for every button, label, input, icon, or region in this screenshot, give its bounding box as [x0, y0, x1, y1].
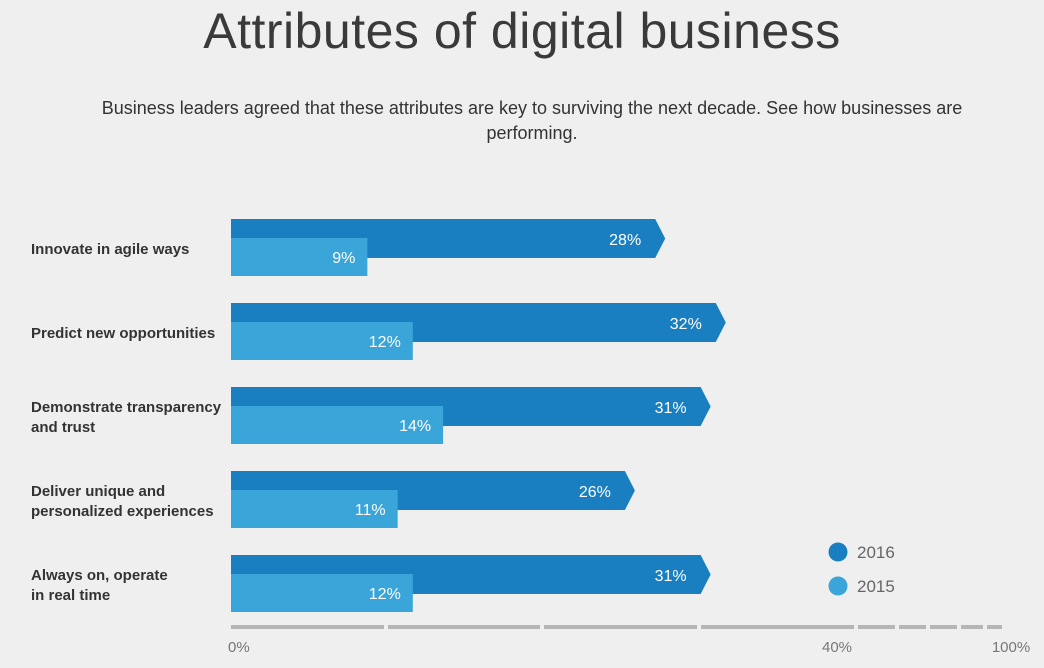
legend-swatch-2016 — [828, 542, 848, 562]
axis-segment-0 — [231, 625, 384, 629]
legend-label-2016: 2016 — [857, 543, 895, 562]
x-tick-label-2: 100% — [992, 639, 1030, 656]
category-label-2-1: and trust — [31, 419, 95, 436]
category-label-1-0: Predict new opportunities — [31, 325, 215, 342]
page-subtitle: Business leaders agreed that these attri… — [101, 98, 963, 143]
value-label-2015-4: 12% — [369, 586, 401, 603]
bar-2015-4 — [231, 574, 413, 612]
category-label-4-0: Always on, operate — [31, 567, 168, 584]
category-label-3-0: Deliver unique and — [31, 483, 165, 500]
bar-2015-1 — [231, 322, 413, 360]
value-label-2016-2: 31% — [655, 400, 687, 417]
category-label-0-0: Innovate in agile ways — [31, 241, 189, 258]
value-label-2015-1: 12% — [369, 334, 401, 351]
x-tick-label-0: 0% — [228, 639, 250, 656]
value-label-2016-4: 31% — [655, 568, 687, 585]
page-title: Attributes of digital business — [203, 3, 841, 59]
axis-segment-4 — [858, 625, 895, 629]
category-label-4-1: in real time — [31, 587, 110, 604]
axis-segment-1 — [388, 625, 540, 629]
axis-segment-7 — [961, 625, 983, 629]
value-label-2016-0: 28% — [609, 232, 641, 249]
bar-2015-0 — [231, 238, 368, 276]
axis-segment-3 — [701, 625, 854, 629]
bar-2015-2 — [231, 406, 444, 444]
legend-label-2015: 2015 — [857, 577, 895, 596]
axis-segment-2 — [544, 625, 697, 629]
legend-swatch-2015 — [828, 576, 848, 596]
axis-segment-6 — [930, 625, 957, 629]
value-label-2015-2: 14% — [399, 418, 431, 435]
axis-segment-8 — [987, 625, 1002, 629]
bar-2015-3 — [231, 490, 398, 528]
value-label-2015-0: 9% — [332, 250, 355, 267]
value-label-2016-3: 26% — [579, 484, 611, 501]
axis-segment-5 — [899, 625, 926, 629]
value-label-2015-3: 11% — [355, 502, 386, 519]
x-tick-label-1: 40% — [822, 639, 852, 656]
category-label-2-0: Demonstrate transparency — [31, 399, 222, 416]
value-label-2016-1: 32% — [670, 316, 702, 333]
category-label-3-1: personalized experiences — [31, 503, 214, 520]
